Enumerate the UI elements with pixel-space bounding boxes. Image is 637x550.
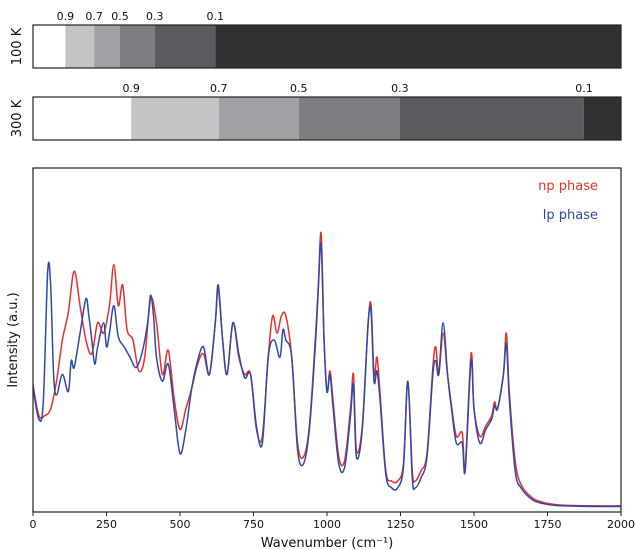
x-tick-label: 250 bbox=[96, 518, 117, 531]
x-tick-label: 2000 bbox=[607, 518, 635, 531]
x-tick-label: 1750 bbox=[534, 518, 562, 531]
x-tick-label: 1500 bbox=[460, 518, 488, 531]
bar-segment bbox=[65, 25, 95, 68]
x-tick-label: 500 bbox=[170, 518, 191, 531]
bar-300k-frame bbox=[32, 96, 622, 141]
bar-segment bbox=[399, 97, 584, 140]
bar-segment bbox=[215, 25, 621, 68]
legend-np-phase: np phase bbox=[538, 179, 598, 194]
bar-segment bbox=[94, 25, 121, 68]
bar-100k-frame bbox=[32, 24, 622, 69]
x-axis-ticks: 0 250 500 750 1000 1250 1500 1750 2000 bbox=[30, 512, 635, 531]
bar-segment bbox=[298, 97, 400, 140]
x-tick-label: 1250 bbox=[387, 518, 415, 531]
bar-tick-label: 0.7 bbox=[85, 10, 103, 23]
bar-segment bbox=[154, 25, 216, 68]
x-tick-label: 0 bbox=[30, 518, 37, 531]
x-axis-label: Wavenumber (cm⁻¹) bbox=[261, 536, 394, 550]
bar-segment bbox=[33, 25, 66, 68]
bar-tick-label: 0.3 bbox=[146, 10, 164, 23]
bar-segment bbox=[583, 97, 621, 140]
x-tick-label: 750 bbox=[243, 518, 264, 531]
bar-300k-label: 300 K bbox=[10, 99, 25, 137]
legend: np phase lp phase bbox=[538, 179, 598, 223]
legend-lp-phase: lp phase bbox=[543, 208, 598, 223]
bar-tick-label: 0.3 bbox=[391, 82, 409, 95]
bar-segment bbox=[131, 97, 219, 140]
bar-tick-label: 0.5 bbox=[290, 82, 308, 95]
series-line-np-phase bbox=[32, 231, 622, 507]
x-tick-label: 1000 bbox=[313, 518, 341, 531]
bar-300k-ticks: 0.9 0.7 0.5 0.3 0.1 bbox=[122, 82, 592, 95]
series-line-lp-phase bbox=[32, 241, 622, 508]
bar-300k-segments bbox=[33, 97, 621, 140]
bar-tick-label: 0.1 bbox=[207, 10, 225, 23]
bar-100k-label: 100 K bbox=[10, 27, 25, 65]
bar-100k-segments bbox=[33, 25, 621, 68]
spectrum-plot: 0 250 500 750 1000 1250 1500 1750 2000 Wavenumbe… bbox=[6, 167, 635, 550]
y-axis-label: Intensity (a.u.) bbox=[6, 292, 21, 387]
bar-100k: 0.9 0.7 0.5 0.3 0.1 100 K bbox=[10, 10, 622, 69]
bar-segment bbox=[218, 97, 299, 140]
bar-100k-ticks: 0.9 0.7 0.5 0.3 0.1 bbox=[57, 10, 224, 23]
bar-tick-label: 0.1 bbox=[575, 82, 593, 95]
bar-tick-label: 0.9 bbox=[57, 10, 75, 23]
bar-tick-label: 0.7 bbox=[210, 82, 228, 95]
bar-tick-label: 0.5 bbox=[111, 10, 129, 23]
bar-tick-label: 0.9 bbox=[122, 82, 140, 95]
bar-segment bbox=[33, 97, 132, 140]
plot-frame bbox=[32, 167, 622, 513]
bar-300k: 0.9 0.7 0.5 0.3 0.1 300 K bbox=[10, 82, 622, 141]
bar-segment bbox=[120, 25, 155, 68]
spectrum-lines bbox=[32, 231, 622, 508]
